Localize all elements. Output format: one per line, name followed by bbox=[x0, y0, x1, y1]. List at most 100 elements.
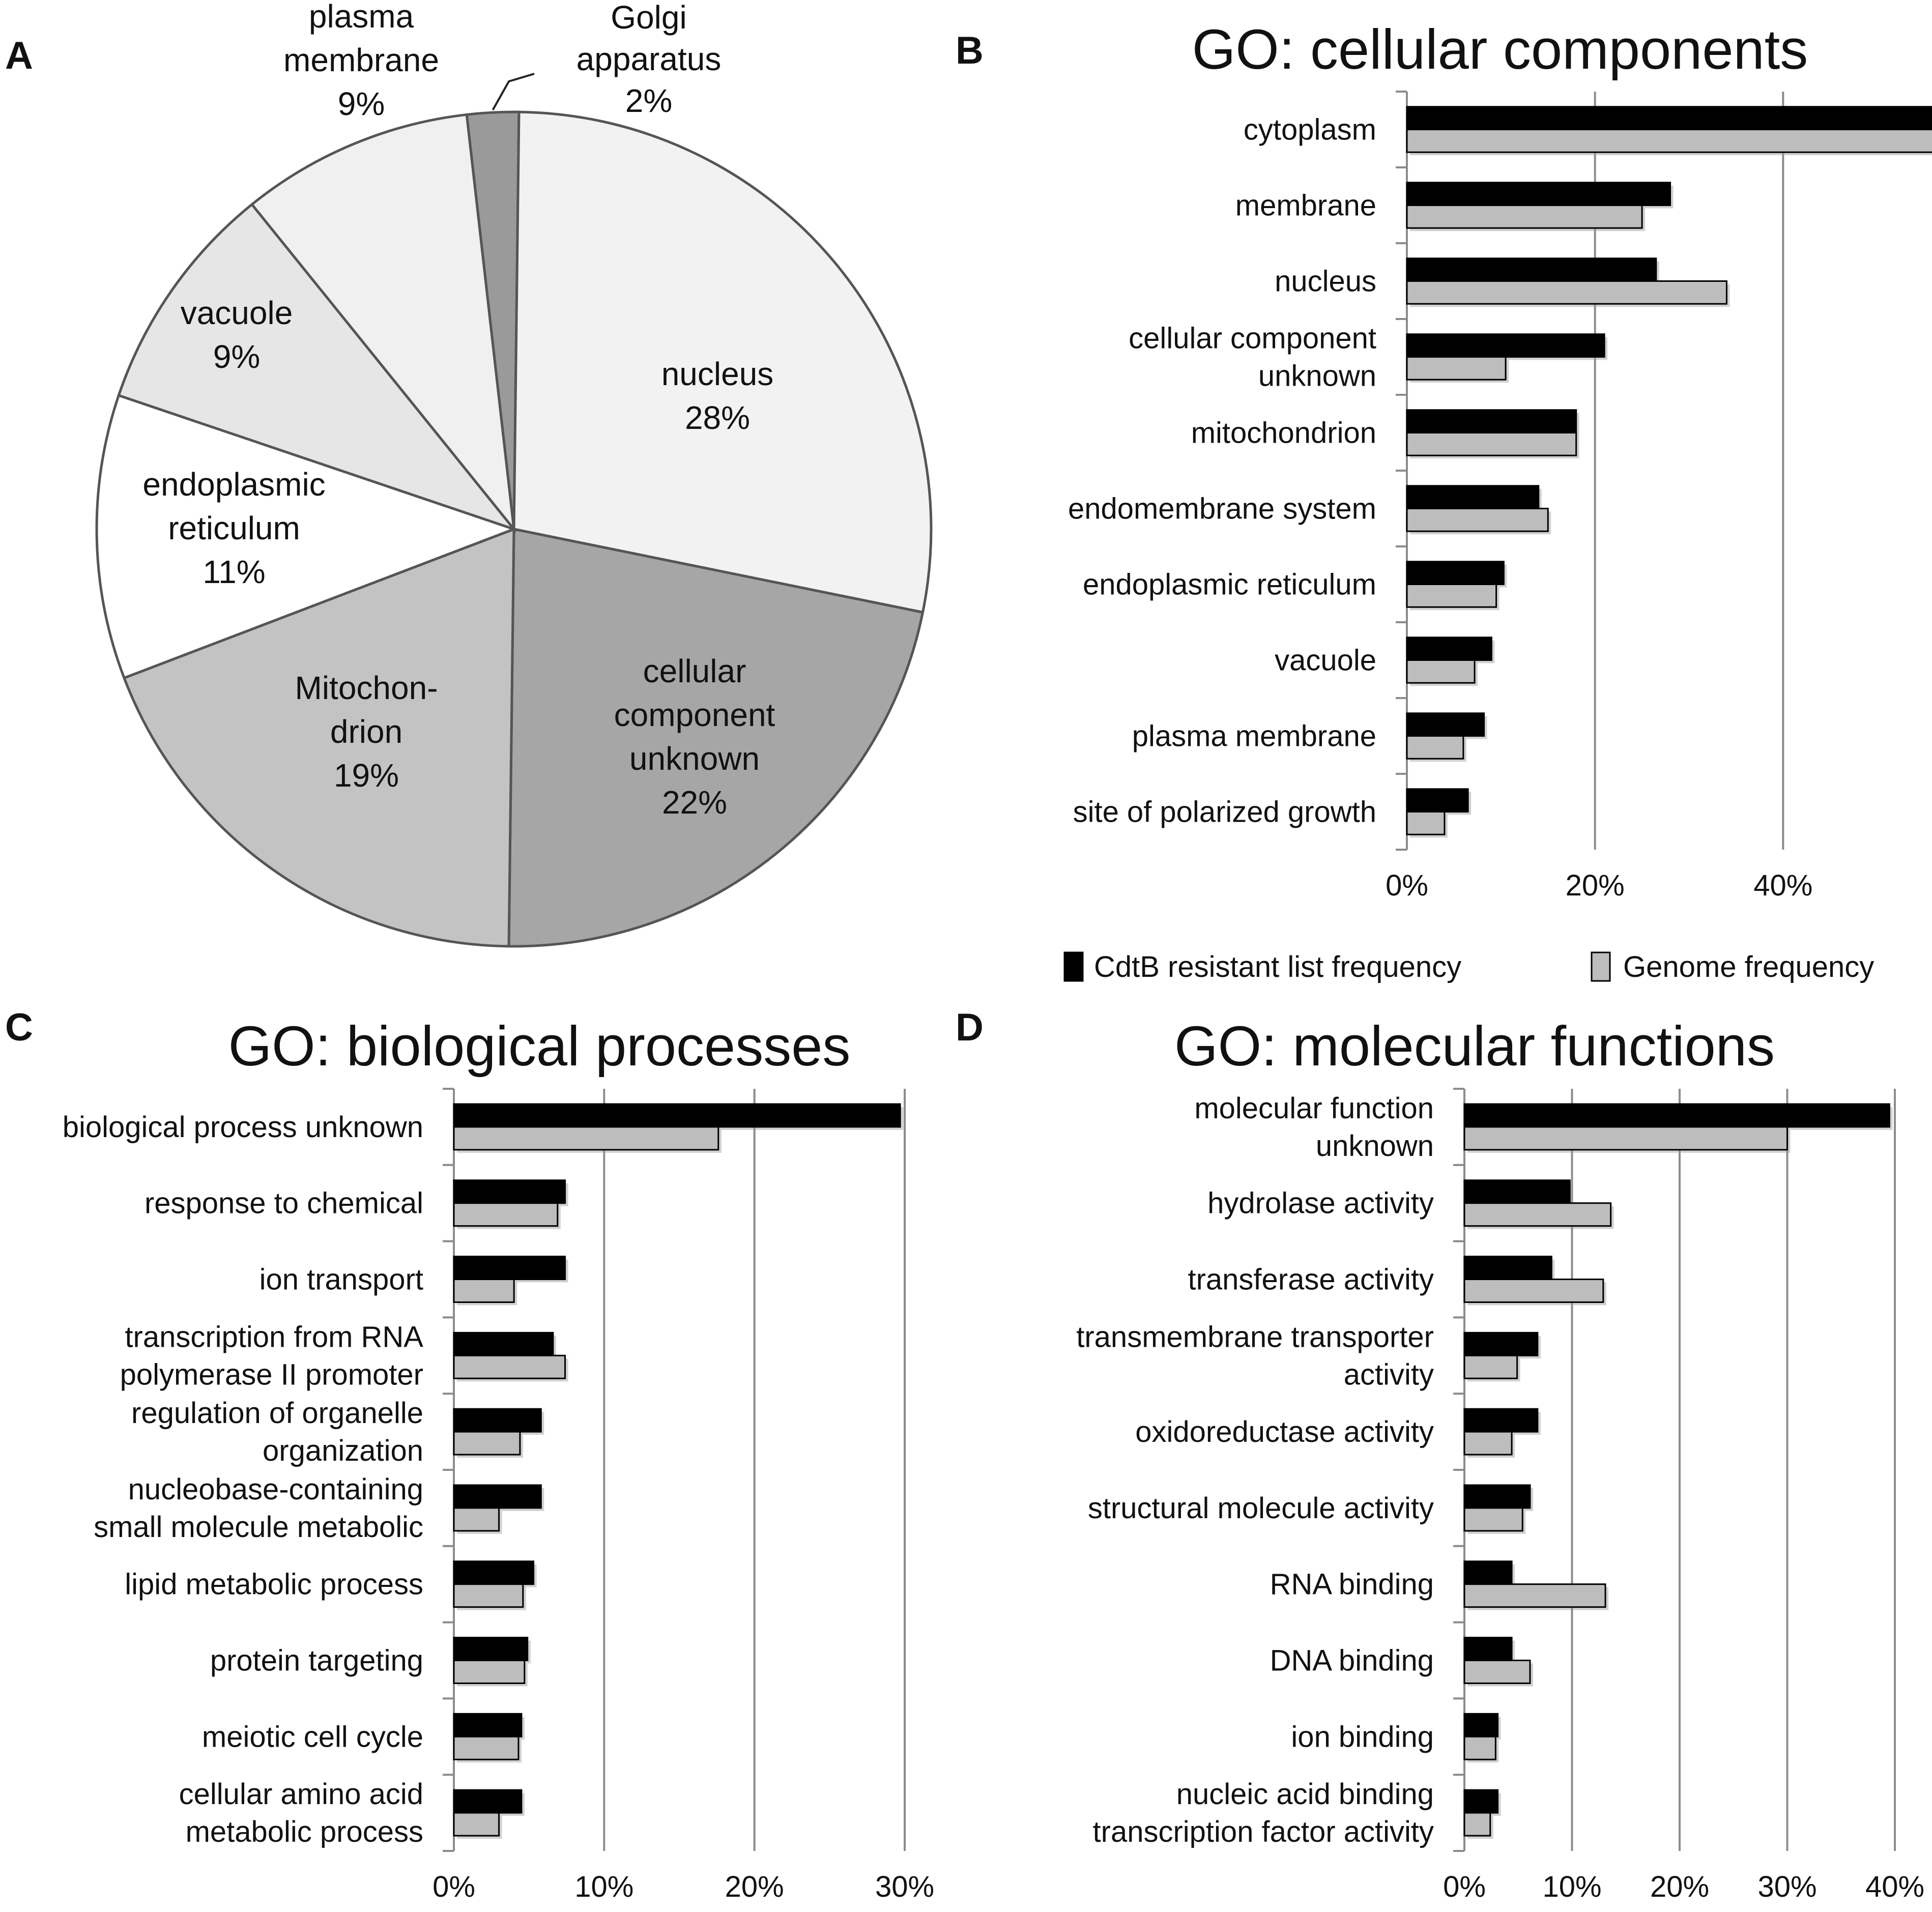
bar-resistant bbox=[453, 1331, 554, 1356]
category-label: transmembrane transporter activity bbox=[1076, 1320, 1434, 1391]
category-label: endomembrane system bbox=[1068, 493, 1376, 526]
category-label: RNA binding bbox=[1270, 1568, 1434, 1601]
bar-genome bbox=[453, 1354, 566, 1379]
bar-resistant bbox=[1406, 485, 1540, 509]
category-label: plasma membrane bbox=[1132, 720, 1376, 753]
bar-resistant bbox=[1463, 1560, 1513, 1585]
chart-title: GO: biological processes bbox=[228, 1015, 851, 1078]
category-label: endoplasmic reticulum bbox=[1083, 568, 1376, 601]
legend-label-genome: Genome frequency bbox=[1623, 950, 1874, 983]
category-label: oxidoreductase activity bbox=[1135, 1415, 1434, 1449]
category-label: ion transport bbox=[259, 1263, 423, 1296]
pie-slice-label: plasma membrane 9% bbox=[283, 0, 439, 122]
bar-genome bbox=[453, 1583, 524, 1608]
x-tick-label: 10% bbox=[574, 1870, 633, 1903]
pie-slice bbox=[122, 527, 515, 948]
bar-genome bbox=[1463, 1354, 1518, 1379]
x-tick-label: 20% bbox=[1566, 869, 1625, 902]
bar-resistant bbox=[1463, 1484, 1531, 1509]
category-label: molecular function unknown bbox=[1194, 1092, 1434, 1163]
x-tick-label: 40% bbox=[1865, 1870, 1924, 1903]
bar-resistant bbox=[453, 1560, 535, 1585]
bar-resistant bbox=[1463, 1408, 1539, 1433]
bar-genome bbox=[1406, 811, 1446, 835]
bar-resistant bbox=[1463, 1331, 1539, 1356]
category-label: meiotic cell cycle bbox=[202, 1720, 423, 1753]
bar-resistant bbox=[1406, 712, 1485, 737]
x-tick-label: 0% bbox=[1443, 1870, 1486, 1903]
bar-resistant bbox=[453, 1179, 566, 1204]
pie-slice-label: vacuole 9% bbox=[181, 295, 293, 375]
bar-resistant bbox=[1463, 1789, 1499, 1814]
pie-slice-label: cellular component unknown 22% bbox=[614, 653, 775, 821]
bar-genome bbox=[453, 1279, 515, 1303]
bar-genome bbox=[1406, 659, 1476, 684]
bar-resistant bbox=[453, 1408, 542, 1433]
bar-resistant bbox=[1406, 106, 1932, 131]
bar-genome bbox=[1463, 1202, 1612, 1227]
pie-slice bbox=[95, 393, 518, 680]
bar-resistant bbox=[1406, 636, 1492, 661]
bar-genome bbox=[1463, 1583, 1606, 1608]
bar-genome bbox=[1406, 280, 1727, 305]
bar-genome bbox=[453, 1812, 500, 1837]
panel-letter-a: A bbox=[5, 34, 33, 77]
x-tick-label: 40% bbox=[1753, 869, 1812, 902]
bar-genome bbox=[453, 1126, 719, 1151]
bar-resistant bbox=[1406, 561, 1505, 586]
bar-resistant bbox=[1406, 257, 1657, 282]
category-label: vacuole bbox=[1275, 644, 1376, 677]
legend-label-resistant: CdtB resistant list frequency bbox=[1094, 950, 1461, 983]
bar-genome bbox=[1463, 1660, 1531, 1684]
category-label: transcription from RNA polymerase II prom… bbox=[120, 1320, 424, 1391]
bar-genome bbox=[1406, 508, 1549, 532]
pie-slice bbox=[507, 527, 925, 948]
x-tick-label: 20% bbox=[725, 1870, 784, 1903]
category-label: regulation of organelle organization bbox=[131, 1397, 423, 1467]
legend-swatch-resistant bbox=[1063, 951, 1084, 982]
x-tick-label: 0% bbox=[432, 1870, 475, 1903]
bar-genome bbox=[453, 1431, 521, 1456]
category-label: site of polarized growth bbox=[1073, 796, 1376, 829]
pie-slice-label: Mitochon-drion 19% bbox=[295, 670, 438, 794]
panel-letter-d: D bbox=[956, 1006, 984, 1049]
bar-chart-biological-processes: GO: biological processes 0% 10% 20% 30% biol… bbox=[63, 1015, 934, 1903]
category-label: response to chemical bbox=[145, 1187, 423, 1220]
pie-slice bbox=[250, 113, 516, 534]
bar-chart-cellular-components: GO: cellular components 0%20%40%60%cytop… bbox=[1068, 18, 1932, 902]
category-label: structural molecule activity bbox=[1088, 1492, 1434, 1525]
bar-resistant bbox=[1406, 788, 1469, 813]
bar-resistant bbox=[1463, 1637, 1513, 1662]
pie-slice bbox=[512, 110, 933, 614]
legend-swatch-genome bbox=[1591, 951, 1611, 982]
chart-title: GO: molecular functions bbox=[1174, 1015, 1775, 1078]
panel-letter-b: B bbox=[956, 29, 984, 72]
bar-genome bbox=[1463, 1431, 1513, 1456]
category-label: biological process unknown bbox=[63, 1111, 423, 1144]
bar-resistant bbox=[453, 1713, 523, 1737]
category-label: membrane bbox=[1235, 189, 1376, 222]
chart-title: GO: cellular components bbox=[1192, 18, 1808, 81]
category-label: hydrolase activity bbox=[1207, 1187, 1434, 1220]
panel-letter-c: C bbox=[5, 1006, 33, 1049]
bar-genome bbox=[1463, 1507, 1523, 1532]
bar-genome bbox=[1463, 1126, 1788, 1151]
category-label: cellular amino acid metabolic process bbox=[179, 1778, 423, 1848]
bar-genome bbox=[453, 1507, 500, 1532]
bar-genome bbox=[1406, 129, 1932, 153]
category-label: transferase activity bbox=[1188, 1263, 1434, 1296]
bar-genome bbox=[1463, 1812, 1491, 1837]
bar-genome bbox=[1463, 1279, 1604, 1303]
category-label: nucleobase-containing small molecule meta… bbox=[94, 1473, 423, 1544]
category-label: lipid metabolic process bbox=[125, 1568, 423, 1601]
bar-genome bbox=[453, 1735, 520, 1760]
bar-resistant bbox=[1463, 1256, 1552, 1281]
pie-slice bbox=[117, 202, 518, 532]
bar-genome bbox=[1406, 432, 1577, 456]
bar-resistant bbox=[453, 1256, 566, 1281]
bar-genome bbox=[1406, 584, 1497, 608]
bar-genome bbox=[1406, 205, 1643, 229]
category-label: cytoplasm bbox=[1244, 113, 1376, 147]
x-tick-label: 20% bbox=[1650, 1870, 1709, 1903]
